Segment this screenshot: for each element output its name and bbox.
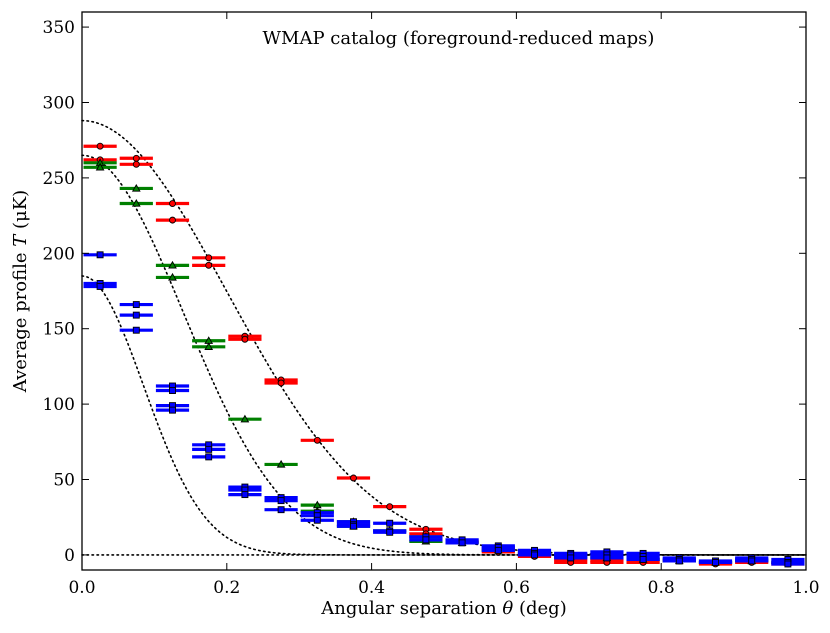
y-axis-label-suffix: (μK): [10, 190, 31, 235]
x-tick-label: 0.8: [648, 578, 675, 598]
x-tick-label: 1.0: [792, 578, 819, 598]
data-point: [386, 519, 394, 527]
data-point: [748, 557, 756, 565]
data-point: [386, 528, 394, 536]
x-axis-label-prefix: Angular separation: [320, 598, 502, 619]
data-point: [95, 162, 105, 171]
data-point: [169, 387, 176, 394]
y-axis-label-symbol: T: [10, 233, 31, 247]
y-tick-label: 250: [43, 169, 75, 189]
y-tick-label: 350: [43, 18, 75, 38]
data-point: [132, 311, 140, 319]
data-point: [313, 516, 321, 524]
data-point: [205, 445, 213, 453]
data-point: [205, 453, 213, 461]
data-point: [712, 559, 719, 566]
data-point: [313, 436, 321, 444]
x-tick-label: 0.0: [68, 578, 95, 598]
data-point: [205, 261, 213, 269]
model-curve: [81, 154, 807, 556]
series-red: [83, 142, 805, 568]
data-point: [96, 283, 104, 290]
data-point: [169, 216, 176, 224]
x-axis-label-symbol: θ: [502, 598, 513, 619]
data-point: [169, 200, 176, 207]
model-curve: [81, 275, 807, 556]
model-curve: [81, 119, 807, 556]
chart-title: WMAP catalog (foreground-reduced maps): [263, 28, 655, 49]
data-point: [277, 506, 285, 514]
data-point: [96, 142, 104, 150]
data-point: [784, 560, 792, 568]
y-axis-label-prefix: Average profile: [10, 247, 31, 393]
data-point: [241, 491, 249, 499]
x-tick-label: 0.4: [358, 578, 385, 598]
x-tick-label: 0.6: [503, 578, 530, 598]
data-point: [131, 183, 141, 192]
data-point: [240, 414, 250, 423]
data-series: [83, 142, 805, 568]
data-point: [168, 260, 177, 269]
data-point: [675, 557, 683, 565]
data-point: [168, 272, 177, 281]
y-tick-label: 0: [64, 546, 75, 566]
data-point: [204, 342, 214, 350]
data-point: [639, 555, 647, 563]
data-point: [531, 551, 538, 559]
data-point: [350, 522, 357, 530]
y-axis-label: Average profile T (μK): [10, 190, 31, 393]
x-axis-label-suffix: (deg): [513, 598, 566, 619]
plot-frame: [81, 11, 807, 571]
data-point: [169, 406, 176, 414]
data-point: [386, 503, 394, 511]
data-point: [277, 379, 285, 387]
data-point: [494, 546, 502, 554]
y-tick-label: 150: [43, 320, 75, 340]
data-point: [132, 154, 140, 162]
data-point: [205, 254, 213, 262]
data-point: [350, 474, 357, 482]
data-point: [132, 160, 140, 168]
y-tick-label: 200: [43, 244, 75, 264]
axis-ticks: 0.0 0.2 0.4 0.6 0.8 1.0 0 50 100 150 200 250 300 350: [43, 12, 820, 598]
data-point: [567, 554, 575, 562]
series-blue: [83, 251, 805, 568]
y-tick-label: 50: [53, 471, 75, 491]
y-tick-label: 300: [43, 93, 75, 113]
x-tick-label: 0.2: [213, 578, 240, 598]
series-green: [83, 158, 805, 566]
data-point: [132, 301, 140, 309]
data-point: [241, 335, 249, 343]
data-point: [277, 497, 285, 505]
data-point: [603, 554, 611, 562]
data-point: [96, 251, 104, 259]
x-axis-label: Angular separation θ (deg): [320, 598, 566, 619]
data-point: [276, 459, 286, 468]
data-point: [422, 536, 430, 544]
model-curves: [81, 119, 807, 556]
data-point: [131, 199, 141, 207]
data-point: [132, 326, 140, 334]
data-point: [458, 539, 466, 547]
y-tick-label: 100: [43, 395, 75, 415]
